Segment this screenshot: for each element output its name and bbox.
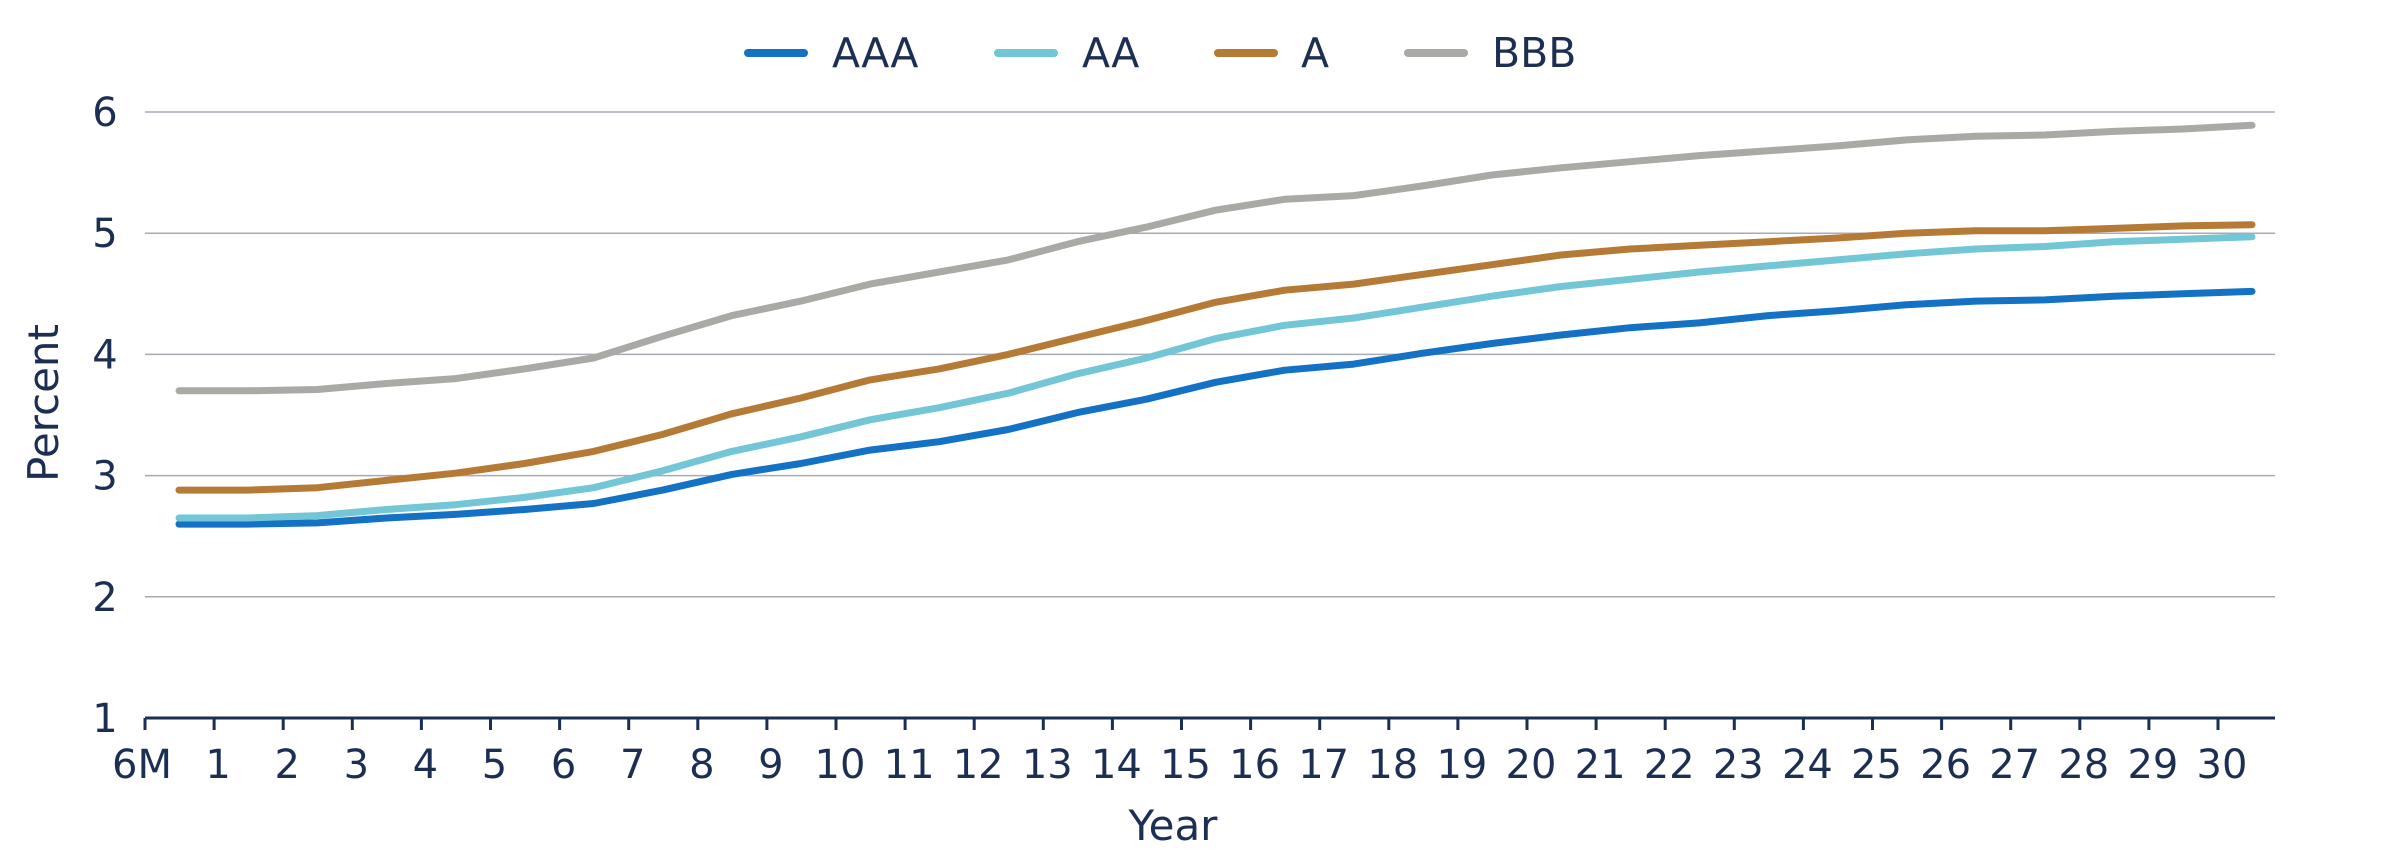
x-tick-label: 29 xyxy=(2127,742,2178,788)
x-tick-label: 25 xyxy=(1851,742,1902,788)
series-line-aa xyxy=(175,233,2256,522)
x-tick-label: 10 xyxy=(815,742,866,788)
x-tick-label: 13 xyxy=(1022,742,1073,788)
x-tick-label: 28 xyxy=(2058,742,2109,788)
x-tick-label: 3 xyxy=(344,742,369,788)
x-tick-label: 14 xyxy=(1091,742,1142,788)
x-tick-label: 5 xyxy=(482,742,507,788)
x-tick-label: 6M xyxy=(112,742,172,788)
x-tick-label: 9 xyxy=(758,742,783,788)
x-tick-label: 23 xyxy=(1713,742,1764,788)
y-tick-label: 5 xyxy=(92,211,117,257)
x-tick-label: 6 xyxy=(551,742,576,788)
gridlines xyxy=(145,111,2275,598)
x-tick-label: 21 xyxy=(1575,742,1626,788)
x-tick-label: 15 xyxy=(1160,742,1211,788)
series-line-bbb xyxy=(175,121,2256,395)
x-tick-label: 16 xyxy=(1229,742,1280,788)
x-tick-label: 7 xyxy=(620,742,645,788)
legend-label-bbb: BBB xyxy=(1492,29,1576,77)
legend-label-aaa: AAA xyxy=(832,29,918,77)
x-tick-label: 17 xyxy=(1298,742,1349,788)
x-tick-label: 26 xyxy=(1920,742,1971,788)
series-line-aaa xyxy=(175,287,2256,528)
y-tick-label: 6 xyxy=(92,90,117,136)
x-tick-label: 22 xyxy=(1644,742,1695,788)
x-tick-label: 19 xyxy=(1436,742,1487,788)
x-tick-label: 11 xyxy=(884,742,935,788)
x-tick-label: 1 xyxy=(205,742,230,788)
x-tick-label: 2 xyxy=(274,742,299,788)
x-axis-ticks: 6M 1 2 3 4 5 6 7 8 9 10 11 12 13 14 15 16 17 18 19 20 21 22 23 2… xyxy=(112,718,2247,788)
x-tick-label: 27 xyxy=(1989,742,2040,788)
x-tick-label: 30 xyxy=(2197,742,2248,788)
y-tick-label: 1 xyxy=(92,696,117,742)
series-line-a xyxy=(175,221,2256,494)
x-tick-label: 18 xyxy=(1367,742,1418,788)
x-tick-label: 12 xyxy=(953,742,1004,788)
x-tick-label: 20 xyxy=(1506,742,1557,788)
y-axis-ticks: 1 2 3 4 5 6 xyxy=(92,90,117,742)
x-axis-title: Year xyxy=(1128,801,1219,850)
y-tick-label: 2 xyxy=(92,575,117,621)
x-tick-label: 4 xyxy=(413,742,438,788)
y-tick-label: 4 xyxy=(92,332,117,378)
legend: AAA AA A BBB xyxy=(744,29,1576,77)
x-tick-label: 8 xyxy=(689,742,714,788)
y-axis-title: Percent xyxy=(19,324,68,482)
x-tick-label: 24 xyxy=(1782,742,1833,788)
y-tick-label: 3 xyxy=(92,454,117,500)
legend-label-a: A xyxy=(1301,29,1329,77)
series-lines xyxy=(175,121,2256,528)
legend-label-aa: AA xyxy=(1082,29,1139,77)
